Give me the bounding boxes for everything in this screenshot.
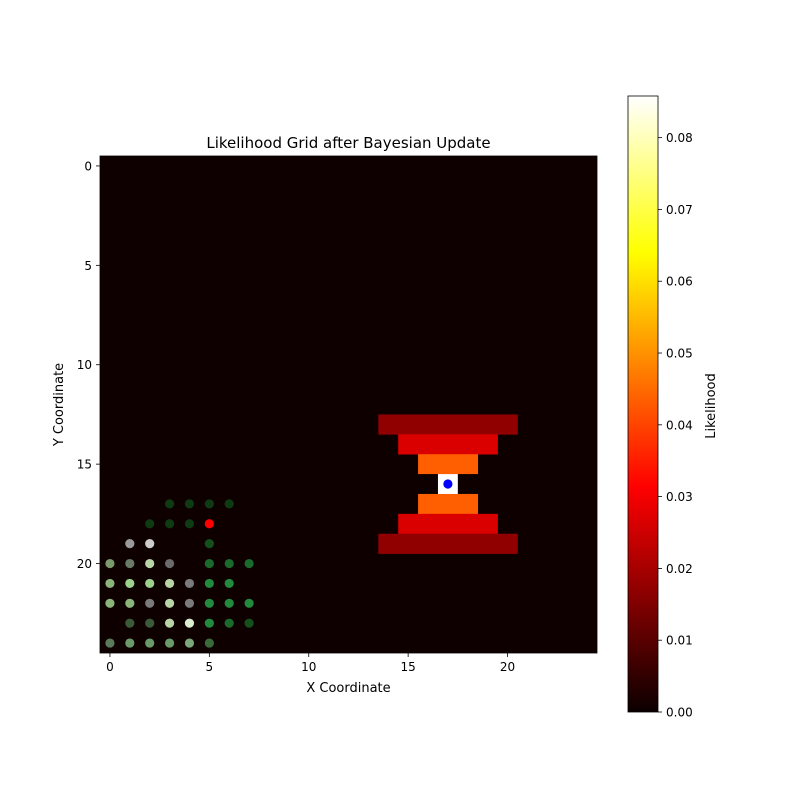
scatter-point [145, 578, 155, 589]
x-tick-label: 5 [206, 660, 214, 674]
colorbar-tick-label: 0.02 [666, 562, 693, 576]
x-tick-label: 10 [301, 660, 316, 674]
x-tick-label: 15 [400, 660, 415, 674]
heat-cell [378, 533, 518, 554]
scatter-point [145, 519, 155, 529]
chart-title: Likelihood Grid after Bayesian Update [206, 134, 490, 152]
scatter-point [224, 598, 234, 608]
y-axis-label: Y Coordinate [52, 363, 67, 447]
scatter-point [204, 499, 214, 509]
scatter-point [184, 618, 195, 628]
target-marker [443, 479, 453, 489]
plot-frame [99, 155, 598, 654]
scatter-point [145, 558, 155, 569]
observer-marker [204, 519, 214, 529]
scatter-point [164, 618, 175, 628]
heat-cell [398, 513, 498, 535]
scatter-point [145, 618, 155, 628]
colorbar-tick-label: 0.07 [666, 203, 693, 217]
scatter-point [125, 638, 135, 648]
scatter-point [204, 618, 214, 628]
scatter-point [145, 539, 155, 549]
scatter-point [125, 598, 135, 608]
scatter-point [244, 558, 254, 569]
colorbar-ticks: 0.00 0.01 0.02 0.03 0.04 0.05 0.06 0.07 0.08 [658, 131, 693, 720]
scatter-point [184, 519, 195, 529]
heat-cell [418, 493, 479, 515]
heat-cell [398, 434, 498, 455]
colorbar-label: Likelihood [704, 373, 719, 439]
y-tick-label: 20 [77, 557, 92, 571]
colorbar-tick-label: 0.08 [666, 131, 693, 145]
colorbar-tick-label: 0.04 [666, 418, 693, 432]
scatter-point [204, 578, 214, 589]
scatter-point [125, 558, 135, 569]
y-tick-label: 5 [84, 259, 92, 273]
scatter-point [164, 638, 175, 648]
scatter-point [184, 638, 195, 648]
scatter-point [105, 638, 115, 648]
x-tick-label: 0 [106, 660, 114, 674]
colorbar-tick-label: 0.03 [666, 490, 693, 504]
heat-cell [457, 474, 479, 495]
scatter-point [204, 638, 214, 648]
scatter-point [184, 499, 195, 509]
scatter-point [184, 598, 195, 608]
scatter-point [224, 499, 234, 509]
heat-cell [418, 474, 439, 495]
scatter-point [224, 558, 234, 569]
x-tick-label: 20 [500, 660, 515, 674]
colorbar: 0.00 0.01 0.02 0.03 0.04 0.05 0.06 0.07 0.08 Lik… [627, 95, 719, 720]
scatter-point [204, 558, 214, 569]
scatter-point [204, 539, 214, 549]
scatter-point [184, 578, 195, 589]
scatter-point [145, 638, 155, 648]
scatter-point [105, 558, 115, 569]
scatter-point [125, 539, 135, 549]
scatter-point [164, 578, 175, 589]
scatter-point [224, 618, 234, 628]
heat-cell [378, 414, 518, 435]
colorbar-tick-label: 0.00 [666, 706, 693, 720]
x-axis-label: X Coordinate [306, 681, 390, 696]
scatter-point [105, 578, 115, 589]
colorbar-gradient [627, 95, 659, 713]
heat-cell [418, 454, 479, 475]
y-tick-label: 15 [77, 458, 92, 472]
scatter-point [244, 618, 254, 628]
scatter-point [224, 578, 234, 589]
x-axis-ticks: 0 5 10 15 20 [106, 653, 515, 674]
scatter-point [164, 499, 175, 509]
scatter-point [204, 598, 214, 608]
scatter-point [125, 578, 135, 589]
scatter-point [145, 598, 155, 608]
y-axis-ticks: 0 5 10 15 20 [77, 159, 100, 571]
colorbar-tick-label: 0.05 [666, 347, 693, 361]
y-tick-label: 10 [77, 358, 92, 372]
scatter-point [164, 558, 175, 569]
scatter-point [105, 598, 115, 608]
plot-area [100, 156, 597, 653]
scatter-point [164, 598, 175, 608]
y-tick-label: 0 [84, 159, 92, 173]
scatter-point [125, 618, 135, 628]
heatmap-background [100, 156, 597, 653]
colorbar-tick-label: 0.06 [666, 275, 693, 289]
scatter-point [164, 519, 175, 529]
scatter-point [244, 598, 254, 608]
colorbar-tick-label: 0.01 [666, 634, 693, 648]
